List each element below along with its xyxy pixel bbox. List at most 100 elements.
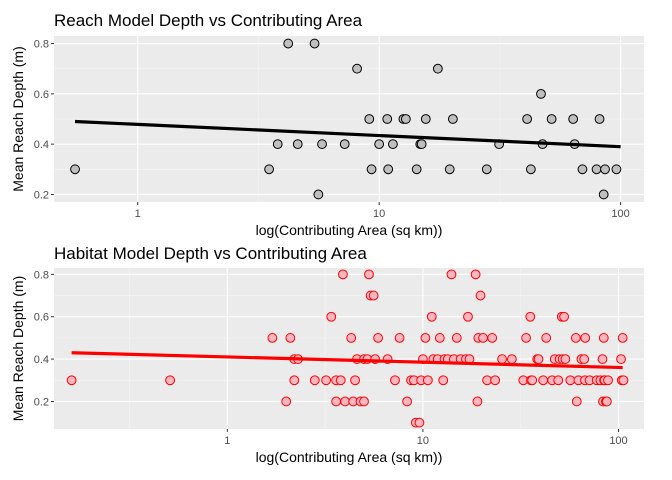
data-point [364,114,375,124]
data-point [411,164,422,175]
data-point [285,333,296,343]
data-point [346,333,357,343]
data-point [447,114,458,124]
data-point [289,375,300,386]
data-point [463,311,473,322]
trend-line [74,119,621,149]
data-point [335,375,346,386]
trend-line [71,351,623,370]
data-point [446,269,457,280]
data-point [600,164,610,175]
data-point [313,189,324,200]
data-point [420,114,431,124]
y-tick-label: 0.2 [34,396,49,408]
data-point [66,375,77,386]
data-point [482,375,493,386]
data-point [598,189,609,200]
data-point [438,375,449,386]
data-point [616,354,626,364]
data-point [366,164,377,175]
data-point [541,333,552,343]
data-point [470,269,481,280]
data-point [374,139,385,150]
data-point [568,114,579,124]
data-point [601,396,612,407]
data-point [559,311,569,322]
data-point [283,38,294,49]
data-point [487,333,498,343]
data-point [350,375,360,386]
data-point [475,290,486,301]
data-point [538,375,549,386]
x-tick-label: 1 [135,208,141,220]
data-point [451,333,462,343]
data-point [317,139,327,150]
data-point [472,396,483,407]
x-tick-label: 10 [417,435,429,447]
y-tick-label: 0.6 [34,89,49,101]
y-tick-label: 0.8 [34,39,49,51]
data-point [400,114,411,124]
data-point [527,375,538,386]
x-axis-label: log(Contributing Area (sq km)) [256,449,443,465]
data-point [603,375,613,386]
data-point [525,311,536,322]
data-point [597,354,608,364]
data-point [560,354,571,364]
data-point [546,114,557,124]
data-point [402,396,412,407]
data-point [281,396,292,407]
data-point [267,333,278,343]
data-point [598,333,609,343]
data-point [340,396,350,407]
data-point [570,333,581,343]
data-point [506,354,517,364]
chart-title: Reach Model Depth vs Contributing Area [54,11,363,30]
data-point [331,396,342,407]
plot-panel [54,268,644,429]
y-tick-label: 0.4 [34,354,49,366]
data-point [618,375,629,386]
data-point [478,333,488,343]
x-tick-label: 10 [373,208,385,220]
data-point [426,311,437,322]
y-tick-label: 0.8 [34,269,49,281]
chart-panel-1: 0.2 0.4 0.6 0.8 1 10 100 Reach Model Depth vs C… [10,11,644,238]
data-point [533,354,544,364]
x-tick-label: 100 [609,435,627,447]
chart-title: Habitat Model Depth vs Contributing Area [54,244,367,263]
x-axis-label: log(Contributing Area (sq km)) [256,222,443,238]
data-point [373,333,383,343]
data-point [364,269,374,280]
data-point [525,164,536,175]
data-point [434,333,445,343]
y-axis-label: Mean Reach Depth (m) [10,276,26,422]
data-point [536,88,546,99]
data-point [321,375,332,386]
data-point [565,375,576,386]
data-point [352,63,362,74]
data-point [522,114,533,124]
data-point [420,333,431,343]
data-point [70,164,80,175]
data-point [416,139,427,150]
data-point [611,164,622,175]
data-point [338,269,348,280]
data-point [394,333,405,343]
data-point [264,164,274,175]
data-point [326,311,337,322]
data-point [359,396,369,407]
data-point [422,375,433,386]
data-point [444,164,455,175]
data-point [414,417,425,428]
data-point [432,63,443,74]
y-axis-label: Mean Reach Depth (m) [10,46,26,192]
data-point [339,139,350,150]
data-point [309,38,320,49]
data-point [481,164,492,175]
y-tick-label: 0.2 [34,189,49,201]
data-point [368,290,379,301]
y-tick-label: 0.4 [34,139,49,151]
data-point [594,114,605,124]
